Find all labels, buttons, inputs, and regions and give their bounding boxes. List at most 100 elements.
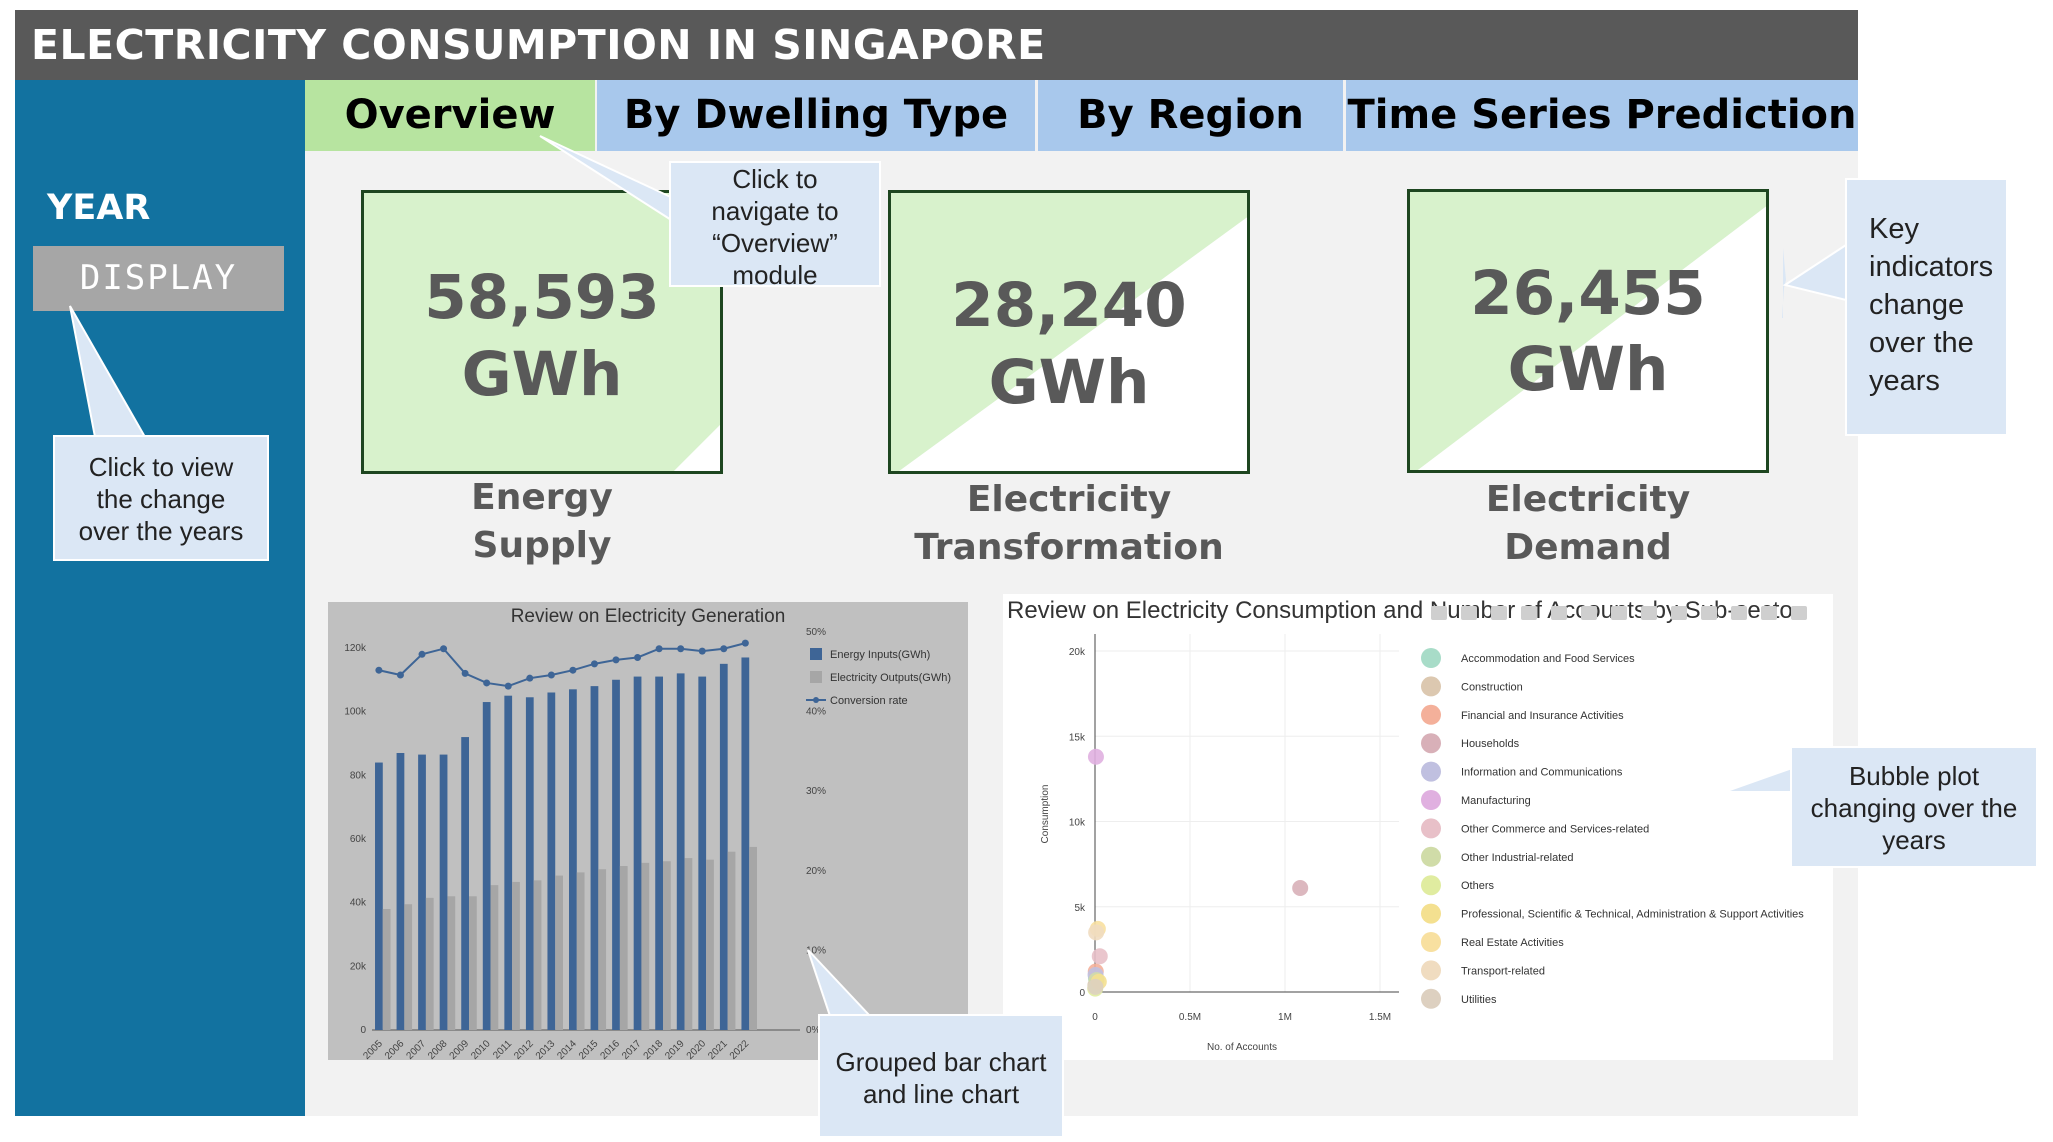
kpi-label-line: Electricity [1485, 479, 1691, 520]
pan-icon[interactable] [1491, 606, 1507, 620]
legend-label[interactable]: Professional, Scientific & Technical, Ad… [1461, 909, 1804, 921]
legend-bubble-swatch [1421, 932, 1441, 952]
kpi-diagonal-fill [1410, 192, 1766, 470]
legend-label[interactable]: Others [1461, 880, 1495, 892]
x-tick-label: 2013 [534, 1038, 558, 1060]
legend-bubble-swatch [1421, 988, 1441, 1009]
legend-label[interactable]: Construction [1461, 681, 1523, 693]
conversion-rate-point [526, 674, 534, 682]
y-tick-label: 0 [1079, 988, 1085, 999]
legend-label[interactable]: Other Industrial-related [1461, 852, 1574, 864]
select-icon[interactable] [1521, 606, 1537, 620]
x-tick-label: 2007 [404, 1038, 428, 1060]
bar-energy-input [698, 676, 707, 1030]
year-label: YEAR [47, 188, 151, 228]
kpi-label-energy-supply: Energy Supply [361, 474, 723, 570]
bar-energy-input [719, 663, 728, 1030]
conversion-rate-point [698, 647, 706, 655]
autoscale-icon[interactable] [1641, 606, 1657, 620]
tab-time-series-prediction[interactable]: Time Series Prediction [1346, 80, 1858, 151]
y-tick-label: 5k [1074, 903, 1086, 914]
bar-electricity-output [512, 881, 520, 1030]
reset-icon[interactable] [1671, 606, 1687, 620]
kpi-electricity-demand: 26,455 GWh [1407, 189, 1769, 473]
callout-line: changing over the [1810, 793, 2018, 823]
plotly-logo-icon[interactable] [1791, 606, 1807, 620]
zoom-in-icon[interactable] [1581, 606, 1597, 620]
tab-by-region[interactable]: By Region [1038, 80, 1343, 151]
y2-tick-label: 0% [806, 1025, 821, 1036]
callout-line: over the years [78, 516, 244, 546]
legend-label[interactable]: Manufacturing [1461, 795, 1531, 807]
callout-line: “Overview” [712, 228, 838, 258]
kpi-value: 28,240 [951, 270, 1187, 341]
y2-tick-label: 10% [806, 945, 826, 956]
x-tick-label: 0.5M [1179, 1012, 1201, 1023]
legend-bubble-swatch [1421, 960, 1441, 981]
kpi-unit: GWh [1507, 334, 1669, 405]
bar-energy-input [676, 673, 685, 1030]
kpi-label-electricity-transformation: Electricity Transformation [888, 476, 1250, 572]
y-tick-label: 100k [344, 707, 367, 718]
kpi-diagonal-fill [364, 193, 720, 471]
bar-electricity-output [576, 872, 585, 1030]
callout-line: Grouped bar chart [835, 1047, 1047, 1077]
home-icon[interactable] [1701, 606, 1717, 620]
camera-icon[interactable] [1431, 606, 1447, 620]
y-tick-label: 40k [350, 898, 367, 909]
app-title: ELECTRICITY CONSUMPTION IN SINGAPORE [15, 10, 1858, 80]
kpi-value: 58,593 [424, 262, 660, 333]
chart-title: Review on Electricity Generation [511, 606, 786, 627]
x-tick-label: 0 [1092, 1012, 1098, 1023]
bar-electricity-output [684, 858, 693, 1030]
tab-overview[interactable]: Overview [305, 80, 595, 151]
legend-bubble-swatch [1421, 676, 1441, 697]
x-tick-label: 2015 [577, 1038, 601, 1060]
zoom-out-icon[interactable] [1611, 606, 1627, 620]
callout-line: years [1869, 365, 1940, 397]
electricity-generation-chart: Review on Electricity Generation 0 20k 40k 6… [328, 602, 968, 1062]
x-tick-label: 2006 [383, 1038, 407, 1060]
hover-icon[interactable] [1761, 606, 1777, 620]
bar-energy-input [396, 752, 405, 1030]
display-year-button[interactable]: DISPLAY [33, 246, 284, 311]
y-tick-label: 80k [350, 770, 367, 781]
bar-electricity-output [555, 875, 563, 1030]
legend-label[interactable]: Utilities [1461, 994, 1497, 1006]
legend-label[interactable]: Information and Communications [1461, 767, 1623, 779]
callout-line: Bubble plot [1848, 761, 1980, 791]
legend-label[interactable]: Financial and Insurance Activities [1461, 710, 1624, 722]
tab-by-dwelling-type[interactable]: By Dwelling Type [597, 80, 1035, 151]
legend-label[interactable]: Accommodation and Food Services [1461, 653, 1635, 665]
conversion-rate-point [440, 645, 448, 653]
bar-energy-input [375, 762, 383, 1030]
x-tick-label: 2019 [663, 1038, 687, 1060]
legend-label[interactable]: Transport-related [1461, 965, 1545, 977]
callout-line: years [1882, 825, 1946, 855]
legend-label[interactable]: Real Estate Activities [1461, 937, 1564, 949]
conversion-rate-point [461, 669, 469, 677]
y2-tick-label: 20% [806, 866, 826, 877]
kpi-label-line: Energy [471, 477, 613, 518]
kpi-label-electricity-demand: Electricity Demand [1407, 476, 1769, 572]
callout-overview-tab: Click to navigate to “Overview” module [669, 161, 881, 290]
bar-energy-input [482, 702, 491, 1030]
conversion-rate-point [741, 639, 749, 647]
bar-electricity-output [404, 904, 413, 1030]
zoom-icon[interactable] [1461, 606, 1477, 620]
callout-line: indicators [1869, 251, 1994, 283]
callout-line: change [1869, 289, 1965, 321]
x-tick-label: 1.5M [1369, 1012, 1391, 1023]
lasso-icon[interactable] [1551, 606, 1567, 620]
callout-bubble-plot: Bubble plot changing over the years [1790, 746, 2038, 868]
legend-label[interactable]: Households [1461, 738, 1520, 750]
bubble-chart-svg: Review on Electricity Consumption and Nu… [1007, 597, 1807, 1053]
legend-label[interactable]: Other Commerce and Services-related [1461, 823, 1649, 835]
conversion-rate-point [483, 679, 491, 687]
spike-icon[interactable] [1731, 606, 1747, 620]
conversion-rate-point [720, 645, 728, 653]
bar-electricity-output [382, 909, 391, 1030]
bar-electricity-output [425, 897, 434, 1030]
legend-label: Energy Inputs(GWh) [830, 649, 930, 661]
conversion-rate-point [612, 656, 620, 664]
